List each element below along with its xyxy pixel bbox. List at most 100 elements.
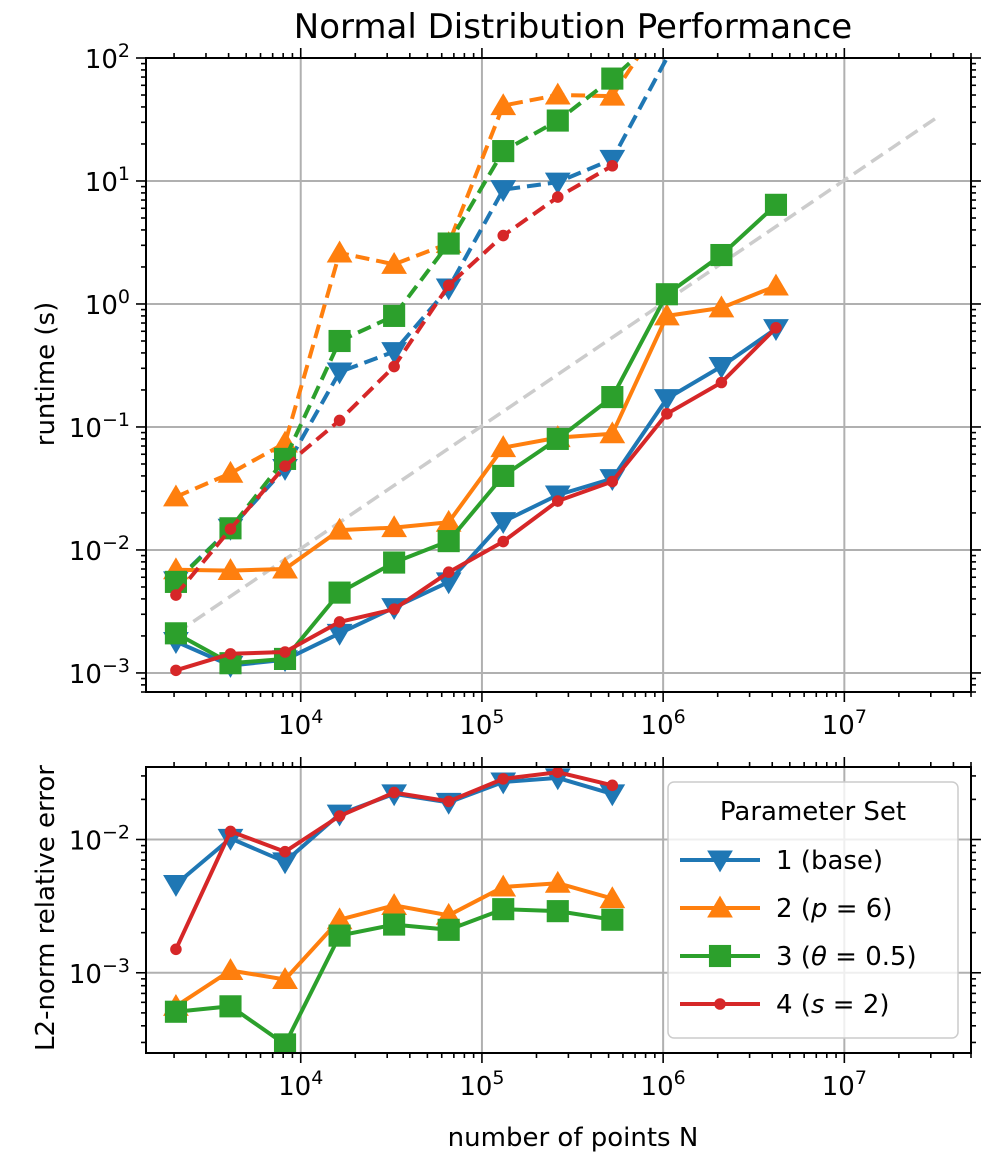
runtime-ticks: 104 105 106 107 10−3 10−2 10−1 100 101 102 — [69, 40, 981, 741]
data-point — [170, 664, 182, 677]
y-tick-label: 10−1 — [69, 409, 130, 444]
data-point — [333, 810, 346, 822]
data-point — [437, 530, 460, 553]
legend-marker — [708, 944, 732, 968]
error-panel: 104 105 106 107 10−3 10−2 L2-norm relative er… — [31, 757, 981, 1153]
x-axis-label: number of points N — [448, 1123, 699, 1153]
data-point — [551, 767, 564, 778]
x-tick-label: 105 — [459, 706, 504, 741]
x-tick-label: 107 — [822, 706, 867, 741]
data-point — [551, 191, 564, 203]
legend-entries: 1 (base) 2 (p = 6) 3 (θ = 0.5) 4 (s = 2) — [680, 846, 917, 1020]
data-point — [272, 556, 298, 579]
series-markers — [170, 767, 619, 956]
data-point — [164, 622, 187, 645]
data-point — [710, 243, 733, 267]
data-point — [606, 779, 619, 792]
data-point — [442, 566, 455, 578]
runtime-axes-box — [145, 57, 972, 693]
data-point — [170, 943, 182, 956]
data-point — [601, 67, 624, 90]
data-point — [279, 460, 291, 472]
data-point — [333, 616, 346, 628]
legend-marker — [707, 850, 733, 873]
x-tick-label: 107 — [822, 1067, 867, 1102]
error-axes-frame — [145, 766, 972, 1054]
data-point — [763, 273, 789, 296]
data-point — [497, 229, 510, 242]
data-point — [708, 295, 735, 318]
legend-title: Parameter Set — [720, 797, 906, 827]
error-y-axis-label: L2-norm relative error — [31, 765, 61, 1051]
y-tick-label: 10−2 — [69, 532, 130, 567]
series-markers — [164, 193, 788, 675]
data-point — [383, 304, 406, 327]
legend: Parameter Set 1 (base) 2 (p = 6) 3 (θ = 0.… — [667, 781, 959, 1039]
data-point — [170, 589, 182, 601]
data-point — [279, 845, 291, 858]
data-point — [224, 523, 237, 535]
error-axes-box — [145, 766, 972, 1054]
runtime-series — [163, 58, 789, 678]
x-tick-label: 105 — [459, 1067, 504, 1102]
reference-line — [174, 114, 941, 635]
data-point — [383, 551, 406, 574]
y-tick-label: 10−3 — [69, 655, 130, 690]
series-markers — [170, 322, 782, 677]
y-tick-label: 102 — [85, 40, 130, 75]
data-point — [601, 386, 624, 409]
error-ticks: 104 105 106 107 10−3 10−2 — [69, 757, 981, 1102]
series-line — [175, 284, 777, 573]
data-point — [708, 357, 735, 379]
data-point — [388, 603, 400, 615]
data-point — [328, 924, 351, 947]
series-line — [175, 58, 639, 499]
data-point — [653, 303, 680, 326]
data-point — [492, 140, 515, 163]
data-point — [490, 435, 517, 458]
data-point — [606, 475, 619, 488]
data-point — [661, 408, 673, 420]
data-point — [490, 874, 517, 897]
data-point — [437, 232, 460, 255]
data-point — [599, 886, 626, 909]
data-point — [546, 900, 569, 923]
data-point — [546, 109, 569, 132]
legend-label: 2 (p = 6) — [776, 894, 892, 924]
data-point — [388, 360, 400, 373]
data-point — [497, 773, 510, 785]
data-point — [497, 535, 510, 548]
data-point — [224, 825, 237, 838]
data-point — [655, 283, 678, 306]
data-point — [715, 376, 728, 389]
data-point — [217, 558, 244, 581]
series-markers — [170, 159, 619, 601]
data-point — [490, 180, 517, 203]
runtime-reference-line — [174, 114, 941, 635]
data-point — [333, 414, 346, 427]
data-point — [442, 795, 455, 808]
legend-entry: 2 (p = 6) — [680, 894, 892, 924]
data-point — [326, 240, 353, 263]
data-point — [381, 251, 408, 274]
data-point — [388, 786, 400, 799]
data-point — [217, 460, 244, 483]
data-point — [224, 648, 237, 660]
data-point — [164, 1000, 187, 1023]
y-tick-label: 10−2 — [69, 822, 130, 857]
data-point — [492, 464, 515, 487]
series-markers — [164, 898, 624, 1053]
data-point — [551, 495, 564, 507]
legend-label: 4 (s = 2) — [776, 990, 890, 1020]
legend-box — [667, 781, 959, 1039]
data-point — [442, 279, 455, 292]
legend-entry: 4 (s = 2) — [680, 990, 890, 1020]
data-point — [599, 83, 626, 106]
data-point — [764, 193, 788, 216]
data-point — [546, 427, 569, 450]
data-point — [328, 581, 351, 604]
legend-marker — [707, 895, 733, 918]
data-point — [328, 329, 351, 353]
runtime-axes-frame — [145, 57, 972, 693]
data-point — [272, 967, 298, 990]
